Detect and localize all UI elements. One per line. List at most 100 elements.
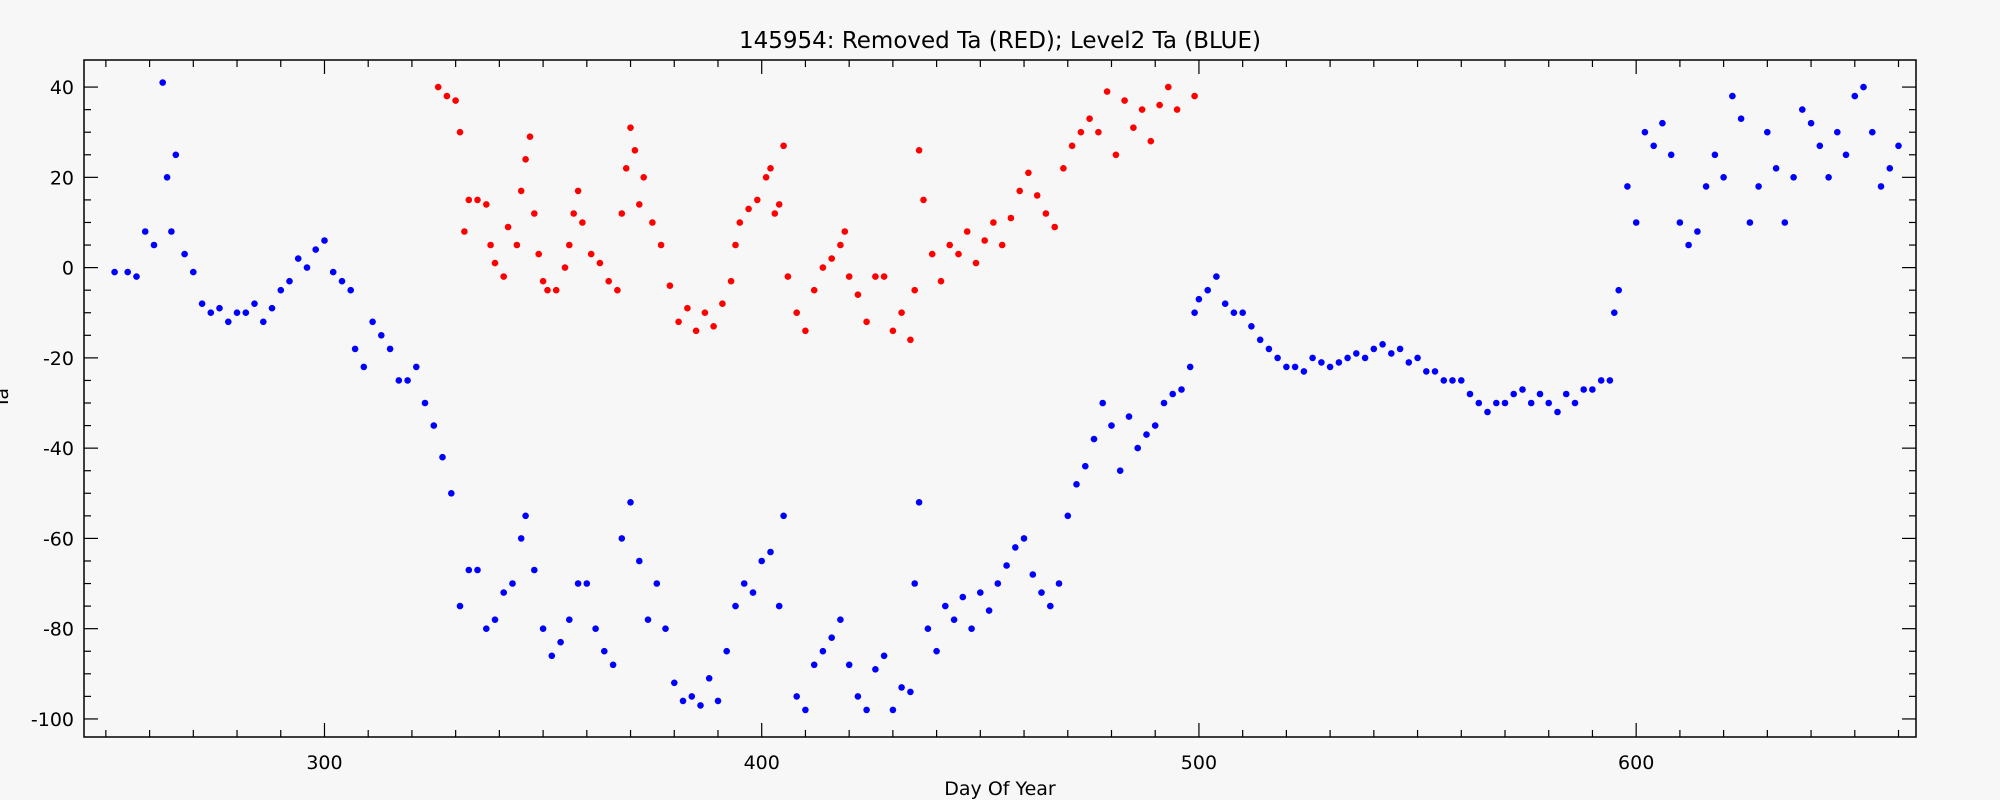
data-point <box>955 250 962 258</box>
data-point <box>141 228 149 235</box>
data-point <box>1121 97 1128 104</box>
data-point <box>338 277 346 285</box>
data-point <box>378 332 385 339</box>
data-point <box>474 566 481 574</box>
data-point <box>653 580 661 587</box>
x-axis-ticks: 300 400 500 600 <box>105 60 1900 774</box>
data-point <box>990 219 997 226</box>
x-tick-label: 600 <box>1618 752 1654 774</box>
data-point <box>277 286 285 294</box>
data-point <box>793 309 800 317</box>
data-point <box>1029 571 1037 578</box>
data-point <box>557 638 564 646</box>
data-point <box>1112 151 1120 159</box>
data-point <box>845 273 853 280</box>
data-point <box>124 268 131 276</box>
data-point <box>294 255 302 262</box>
data-point <box>714 697 722 705</box>
data-point <box>719 300 726 308</box>
data-point <box>587 250 595 258</box>
data-point <box>312 246 320 253</box>
series-blue <box>111 79 1902 714</box>
data-point <box>775 602 783 610</box>
y-tick-label: -100 <box>31 709 74 731</box>
y-tick-label: -60 <box>43 528 74 550</box>
data-point <box>1527 399 1535 407</box>
data-point <box>570 210 577 217</box>
data-point <box>509 580 516 587</box>
data-point <box>898 684 905 691</box>
data-point <box>1082 462 1089 470</box>
data-point <box>1562 390 1570 398</box>
data-point <box>539 277 547 285</box>
data-point <box>1291 363 1299 371</box>
data-point <box>1702 183 1710 190</box>
x-axis-label: Day Of Year <box>944 778 1056 800</box>
data-point <box>1895 142 1902 150</box>
data-point <box>1772 165 1780 172</box>
data-point <box>605 277 612 285</box>
data-point <box>1116 467 1124 475</box>
data-point <box>452 97 459 104</box>
data-point <box>981 237 988 244</box>
data-point <box>1554 408 1561 416</box>
data-point <box>1012 544 1019 551</box>
data-point <box>439 453 446 461</box>
data-point <box>552 286 560 294</box>
data-point <box>1650 142 1657 150</box>
data-point <box>684 304 691 312</box>
data-point <box>810 661 818 669</box>
data-point <box>561 264 569 271</box>
data-point <box>666 282 674 290</box>
data-point <box>1130 124 1137 131</box>
data-point <box>872 666 879 673</box>
data-point <box>583 580 591 587</box>
data-point <box>1090 435 1098 443</box>
data-point <box>754 196 761 204</box>
data-point <box>736 219 744 226</box>
data-point <box>1095 128 1102 136</box>
data-point <box>1842 151 1850 159</box>
data-point <box>837 616 844 623</box>
plot-frame <box>83 59 1917 738</box>
data-point <box>1191 309 1198 317</box>
data-point <box>1178 386 1185 393</box>
data-point <box>907 336 914 344</box>
data-point <box>1641 128 1649 136</box>
data-point <box>688 693 696 700</box>
data-point <box>1025 169 1032 177</box>
data-point <box>260 318 267 326</box>
data-point <box>933 647 940 655</box>
data-point <box>819 264 827 271</box>
data-point <box>1597 377 1605 384</box>
data-point <box>963 228 971 235</box>
data-point <box>767 165 774 172</box>
data-point <box>544 286 551 294</box>
data-point <box>1694 228 1701 235</box>
data-point <box>1068 142 1076 150</box>
data-point <box>225 318 232 326</box>
data-point <box>1405 359 1413 366</box>
data-point <box>159 79 166 86</box>
data-point <box>959 593 967 601</box>
data-point <box>1851 92 1859 100</box>
data-point <box>701 309 709 317</box>
data-point <box>898 309 905 317</box>
data-point <box>1781 219 1789 226</box>
data-point <box>483 201 490 208</box>
data-point <box>937 277 945 285</box>
data-point <box>644 616 652 623</box>
data-point <box>1667 151 1675 159</box>
data-point <box>1869 128 1876 136</box>
data-point <box>946 241 953 249</box>
data-point <box>802 327 809 335</box>
data-point <box>1611 309 1618 317</box>
data-point <box>1309 354 1316 362</box>
data-point <box>1414 354 1421 362</box>
data-point <box>649 219 656 226</box>
data-point <box>1458 377 1465 384</box>
data-point <box>1007 214 1015 222</box>
data-point <box>1326 363 1334 371</box>
data-point <box>968 625 975 632</box>
data-point <box>329 268 337 276</box>
